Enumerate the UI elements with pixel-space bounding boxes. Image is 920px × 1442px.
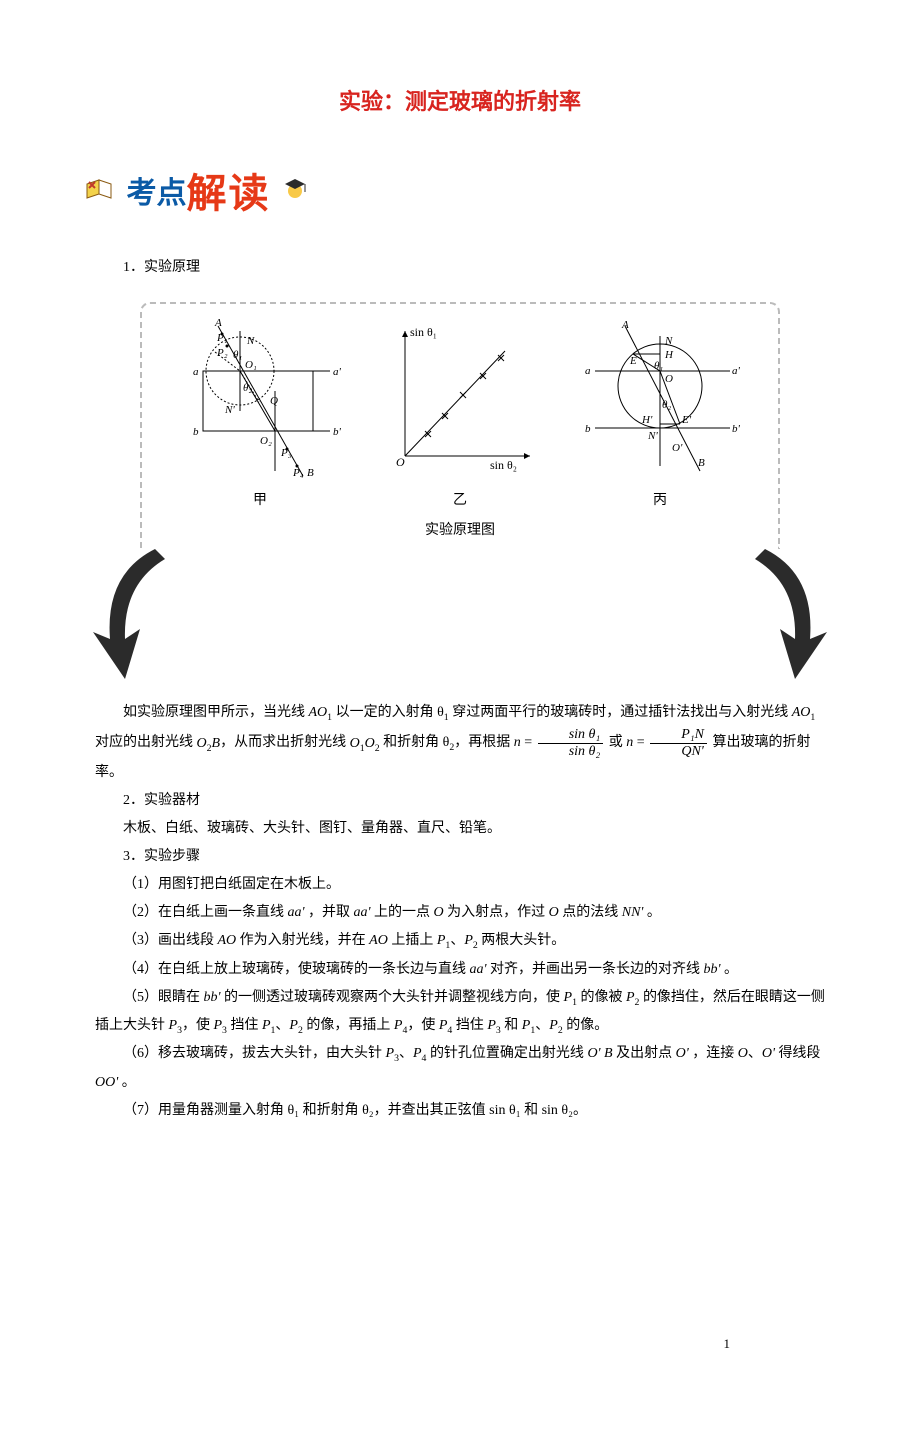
svg-text:a': a' xyxy=(732,365,741,377)
label-left: 甲 xyxy=(253,485,267,513)
svg-text:N: N xyxy=(664,335,673,347)
figure-caption: 实验原理图 xyxy=(160,515,760,543)
label-right: 丙 xyxy=(653,485,667,513)
step-6: （6）移去玻璃砖，拔去大头针，由大头针 P3、P4 的针孔位置确定出射光线 O'… xyxy=(95,1040,825,1096)
materials: 木板、白纸、玻璃砖、大头针、图钉、量角器、直尺、铅笔。 xyxy=(95,815,825,843)
para-formula: 如实验原理图甲所示，当光线 AO1 以一定的入射角 θ1 穿过两面平行的玻璃砖时… xyxy=(95,699,825,787)
section-2-heading: 2．实验器材 xyxy=(95,787,825,815)
svg-text:H': H' xyxy=(641,414,653,426)
svg-text:b': b' xyxy=(333,426,342,438)
svg-text:P₂: P₂ xyxy=(216,347,228,359)
subfig-right: A N H E θ₁ O a a' θ₂ H' E' b b' N' O' B xyxy=(570,316,745,481)
svg-text:sin θ₁: sin θ₁ xyxy=(410,325,437,339)
svg-text:Q: Q xyxy=(270,395,278,407)
subfig-left: A P₁ P₂ θ₁ N O₁ a a' θ₂ N' Q b b' O₂ P₃ … xyxy=(175,316,350,481)
page-number: 1 xyxy=(724,1331,731,1357)
svg-text:O': O' xyxy=(672,442,683,454)
svg-text:P₄: P₄ xyxy=(292,467,304,479)
heading-graphic: 考点解读 xyxy=(85,154,825,234)
book-icon xyxy=(85,176,119,213)
heading-text-1: 考点 xyxy=(127,177,187,210)
svg-text:b: b xyxy=(585,423,591,435)
heading-text-2: 解读 xyxy=(187,171,271,216)
step-7: （7）用量角器测量入射角 θ₁ 和折射角 θ₂，并查出其正弦值 sin θ₁ 和… xyxy=(95,1097,825,1125)
section-3-heading: 3．实验步骤 xyxy=(95,843,825,871)
step-5: （5）眼睛在 bb' 的一侧透过玻璃砖观察两个大头针并调整视线方向，使 P1 的… xyxy=(95,984,825,1041)
svg-text:O: O xyxy=(665,373,673,385)
svg-text:θ₁: θ₁ xyxy=(654,360,663,372)
svg-text:θ₁: θ₁ xyxy=(233,349,242,361)
svg-text:a: a xyxy=(585,365,591,377)
step-1: （1）用图钉把白纸固定在木板上。 xyxy=(95,871,825,899)
label-mid: 乙 xyxy=(453,485,467,513)
svg-text:B: B xyxy=(698,457,705,469)
subfig-mid: O sin θ₂ sin θ₁ xyxy=(380,316,540,481)
principle-figure: A P₁ P₂ θ₁ N O₁ a a' θ₂ N' Q b b' O₂ P₃ … xyxy=(140,302,780,549)
svg-text:b: b xyxy=(193,426,199,438)
doc-title: 实验：测定玻璃的折射率 xyxy=(95,80,825,124)
svg-text:H: H xyxy=(664,349,674,361)
step-3: （3）画出线段 AO 作为入射光线，并在 AO 上插上 P1、P2 两根大头针。 xyxy=(95,927,825,955)
svg-text:E': E' xyxy=(681,414,692,426)
svg-text:A: A xyxy=(214,317,222,329)
svg-text:θ₂: θ₂ xyxy=(662,399,671,411)
svg-text:sin θ₂: sin θ₂ xyxy=(490,458,517,472)
svg-text:b': b' xyxy=(732,423,741,435)
arrow-left-icon xyxy=(85,544,175,684)
svg-text:a: a xyxy=(193,366,199,378)
svg-text:A: A xyxy=(621,319,629,331)
section-1-heading: 1．实验原理 xyxy=(95,254,825,282)
svg-text:N: N xyxy=(246,335,255,347)
svg-text:B: B xyxy=(307,467,314,479)
svg-text:O₂: O₂ xyxy=(260,435,272,447)
svg-text:N': N' xyxy=(224,404,235,416)
grad-icon xyxy=(280,174,310,215)
svg-text:θ₂: θ₂ xyxy=(243,382,252,394)
svg-text:N': N' xyxy=(647,430,658,442)
svg-text:O: O xyxy=(396,455,405,469)
svg-text:a': a' xyxy=(333,366,342,378)
svg-text:O₁: O₁ xyxy=(245,359,257,371)
arrow-right-icon xyxy=(745,544,835,684)
svg-text:E: E xyxy=(629,355,637,367)
step-2: （2）在白纸上画一条直线 aa' ，并取 aa' 上的一点 O 为入射点，作过 … xyxy=(95,899,825,927)
step-4: （4）在白纸上放上玻璃砖，使玻璃砖的一条长边与直线 aa' 对齐，并画出另一条长… xyxy=(95,956,825,984)
